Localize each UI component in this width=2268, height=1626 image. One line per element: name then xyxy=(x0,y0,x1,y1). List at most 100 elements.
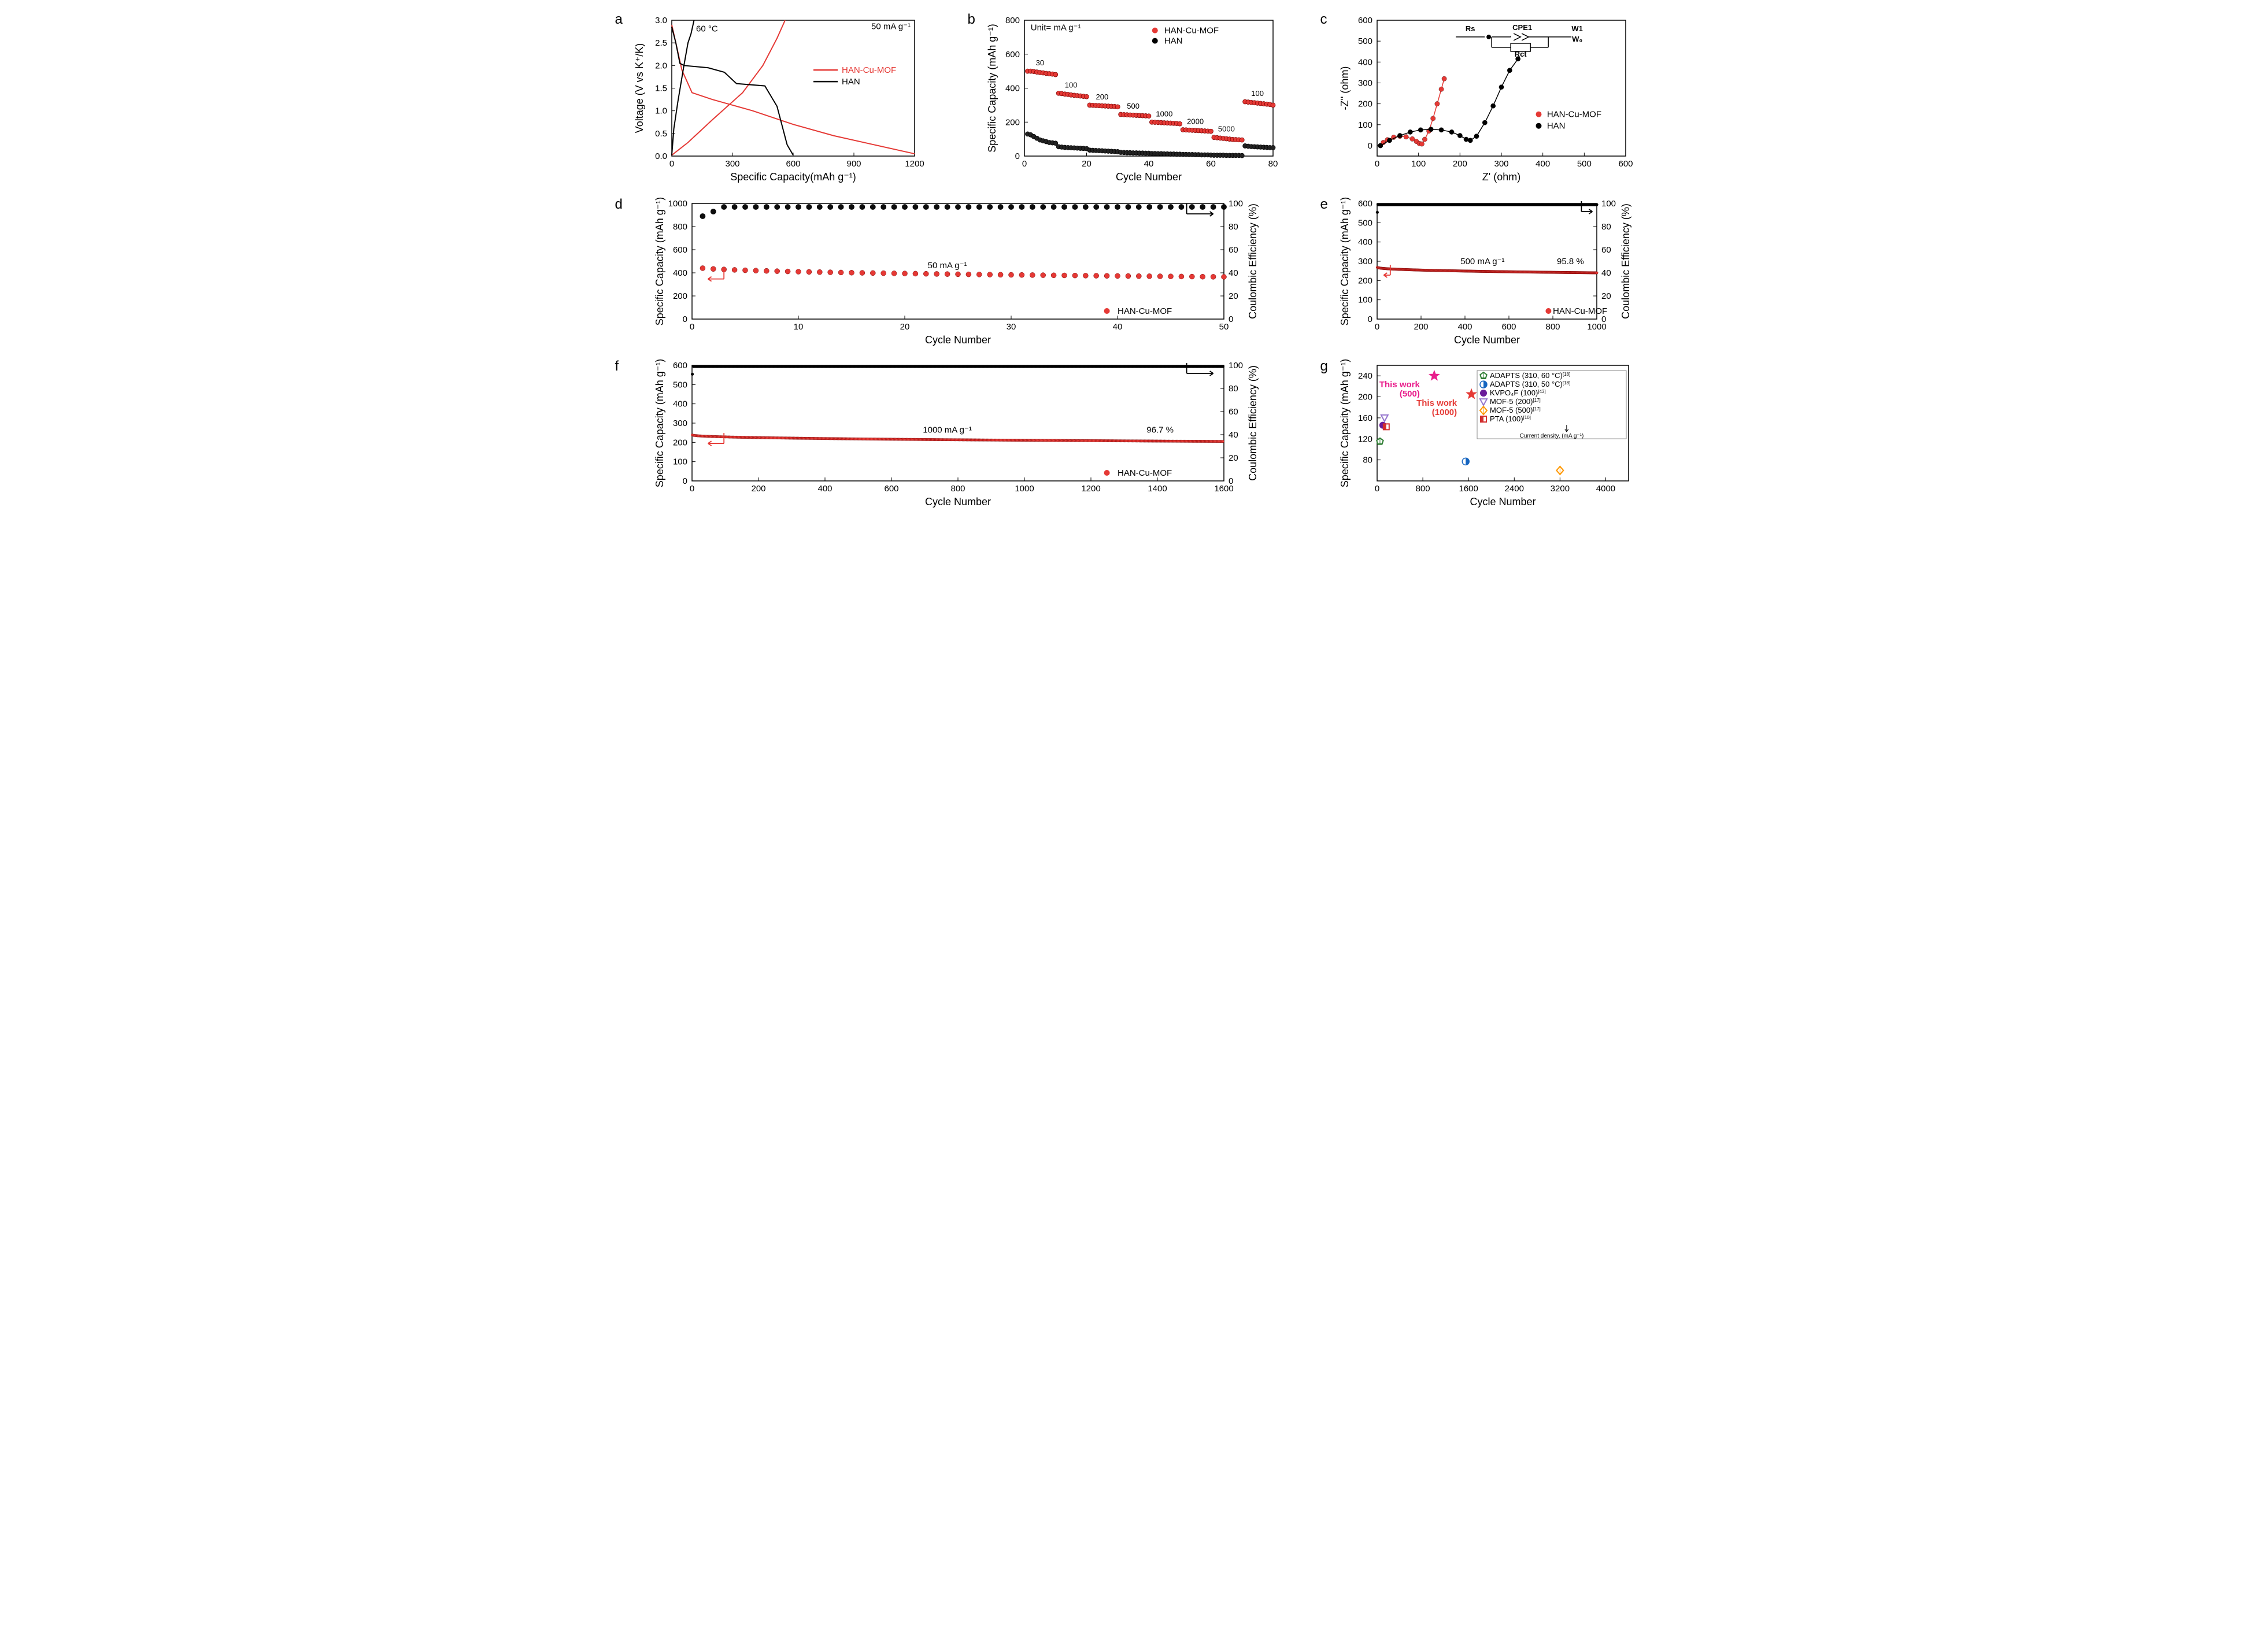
svg-text:20: 20 xyxy=(1601,291,1611,301)
svg-text:W₀: W₀ xyxy=(1572,35,1582,43)
svg-text:200: 200 xyxy=(751,484,765,494)
svg-text:1000: 1000 xyxy=(1156,109,1172,118)
svg-text:Specific Capacity (mAh g⁻¹): Specific Capacity (mAh g⁻¹) xyxy=(986,24,998,153)
svg-text:500: 500 xyxy=(1357,36,1372,46)
svg-text:200: 200 xyxy=(672,291,687,301)
svg-text:HAN-Cu-MOF: HAN-Cu-MOF xyxy=(842,65,896,75)
svg-text:100: 100 xyxy=(672,457,687,467)
svg-text:Cycle Number: Cycle Number xyxy=(1115,171,1181,183)
svg-text:30: 30 xyxy=(1035,58,1044,67)
panel-e-svg: 0200400600800100001002003004005006000204… xyxy=(1319,197,1655,347)
svg-text:(1000): (1000) xyxy=(1431,408,1456,417)
panel-e: e 02004006008001000010020030040050060002… xyxy=(1319,197,1655,347)
svg-text:40: 40 xyxy=(1144,159,1153,169)
svg-text:KVPO₄F (100)[43]: KVPO₄F (100)[43] xyxy=(1490,388,1546,397)
panel-g: g 0800160024003200400080120160200240Cycl… xyxy=(1319,358,1655,509)
svg-text:300: 300 xyxy=(672,418,687,428)
svg-text:800: 800 xyxy=(1415,484,1430,494)
svg-text:Cycle Number: Cycle Number xyxy=(1470,496,1536,508)
svg-text:300: 300 xyxy=(725,159,739,169)
svg-text:10: 10 xyxy=(793,322,803,332)
svg-text:400: 400 xyxy=(672,399,687,409)
svg-text:400: 400 xyxy=(1457,322,1472,332)
svg-text:200: 200 xyxy=(1357,276,1372,286)
svg-text:800: 800 xyxy=(1545,322,1560,332)
svg-text:0: 0 xyxy=(682,476,687,486)
panel-c: c 01002003004005006000100200300400500600… xyxy=(1319,12,1655,185)
figure-grid: a 030060090012000.00.51.01.52.02.53.0Spe… xyxy=(614,12,1655,509)
svg-text:Cycle Number: Cycle Number xyxy=(924,496,990,508)
svg-text:1000 mA g⁻¹: 1000 mA g⁻¹ xyxy=(923,425,972,435)
svg-text:0.0: 0.0 xyxy=(655,151,667,161)
svg-text:60: 60 xyxy=(1229,407,1238,417)
svg-text:3200: 3200 xyxy=(1550,484,1569,494)
svg-text:300: 300 xyxy=(1357,78,1372,88)
panel-b-label: b xyxy=(968,12,975,28)
svg-text:600: 600 xyxy=(1357,16,1372,25)
svg-text:Current density, (mA g⁻¹): Current density, (mA g⁻¹) xyxy=(1519,433,1583,439)
svg-text:0: 0 xyxy=(1229,314,1233,324)
svg-text:400: 400 xyxy=(1005,84,1019,94)
svg-text:200: 200 xyxy=(1414,322,1428,332)
svg-text:Coulombic Efficiency (%): Coulombic Efficiency (%) xyxy=(1247,203,1259,319)
svg-text:HAN-Cu-MOF: HAN-Cu-MOF xyxy=(1546,110,1601,120)
svg-text:2.5: 2.5 xyxy=(655,38,667,48)
svg-text:60 °C: 60 °C xyxy=(696,24,718,34)
panel-f-svg: 0200400600800100012001400160001002003004… xyxy=(614,358,1302,509)
svg-text:40: 40 xyxy=(1229,268,1238,278)
svg-text:100: 100 xyxy=(1601,199,1616,209)
svg-text:0: 0 xyxy=(1374,484,1379,494)
svg-text:900: 900 xyxy=(846,159,861,169)
svg-text:CPE1: CPE1 xyxy=(1512,23,1532,32)
panel-g-svg: 0800160024003200400080120160200240Cycle … xyxy=(1319,358,1655,509)
svg-text:1200: 1200 xyxy=(1081,484,1100,494)
svg-text:120: 120 xyxy=(1357,434,1372,444)
svg-text:1000: 1000 xyxy=(1015,484,1034,494)
panel-d-label: d xyxy=(615,197,623,213)
svg-text:500: 500 xyxy=(1577,159,1591,169)
svg-text:Cycle Number: Cycle Number xyxy=(924,334,990,346)
svg-text:This work: This work xyxy=(1416,398,1457,408)
svg-text:200: 200 xyxy=(1452,159,1467,169)
svg-text:HAN-Cu-MOF: HAN-Cu-MOF xyxy=(1164,26,1218,36)
panel-b: b 0204060800200400600800Cycle NumberSpec… xyxy=(967,12,1302,185)
svg-text:HAN-Cu-MOF: HAN-Cu-MOF xyxy=(1118,468,1172,478)
svg-text:400: 400 xyxy=(817,484,832,494)
svg-text:600: 600 xyxy=(1005,50,1019,60)
svg-text:30: 30 xyxy=(1006,322,1016,332)
svg-text:1600: 1600 xyxy=(1459,484,1478,494)
svg-text:600: 600 xyxy=(884,484,898,494)
svg-text:100: 100 xyxy=(1064,80,1077,89)
svg-text:400: 400 xyxy=(1357,57,1372,67)
svg-text:100: 100 xyxy=(1229,361,1243,371)
svg-text:0: 0 xyxy=(689,484,694,494)
svg-text:HAN: HAN xyxy=(842,77,860,87)
panel-d: d 01020304050020040060080010000204060801… xyxy=(614,197,1302,347)
svg-text:500: 500 xyxy=(672,380,687,390)
svg-text:Z' (ohm): Z' (ohm) xyxy=(1482,171,1520,183)
panel-b-svg: 0204060800200400600800Cycle NumberSpecif… xyxy=(967,12,1302,185)
svg-text:800: 800 xyxy=(672,222,687,232)
svg-text:100: 100 xyxy=(1357,120,1372,130)
panel-g-label: g xyxy=(1320,358,1328,375)
svg-text:3.0: 3.0 xyxy=(655,16,667,25)
svg-text:ADAPTS (310, 60 °C)[18]: ADAPTS (310, 60 °C)[18] xyxy=(1490,371,1570,380)
svg-text:200: 200 xyxy=(1005,117,1019,127)
svg-text:5000: 5000 xyxy=(1218,125,1234,134)
svg-text:600: 600 xyxy=(672,361,687,371)
svg-text:Rs: Rs xyxy=(1465,24,1475,33)
svg-text:500 mA g⁻¹: 500 mA g⁻¹ xyxy=(1460,257,1504,266)
svg-text:2400: 2400 xyxy=(1504,484,1523,494)
svg-text:40: 40 xyxy=(1112,322,1122,332)
svg-text:800: 800 xyxy=(1005,16,1019,25)
panel-f: f 02004006008001000120014001600010020030… xyxy=(614,358,1302,509)
svg-text:160: 160 xyxy=(1357,413,1372,423)
svg-text:200: 200 xyxy=(1357,99,1372,109)
svg-text:4000: 4000 xyxy=(1596,484,1615,494)
svg-text:Rct: Rct xyxy=(1514,50,1527,58)
svg-text:60: 60 xyxy=(1601,245,1611,255)
svg-text:0: 0 xyxy=(1015,151,1019,161)
svg-text:1200: 1200 xyxy=(905,159,924,169)
svg-text:HAN: HAN xyxy=(1164,36,1182,46)
svg-text:Cycle Number: Cycle Number xyxy=(1453,334,1519,346)
